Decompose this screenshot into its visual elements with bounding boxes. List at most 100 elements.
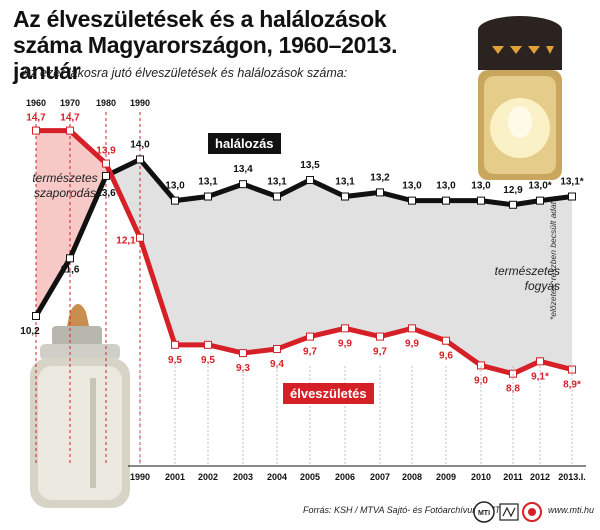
x-tick-label-2006: 2006 — [335, 472, 355, 482]
x-tick-label-2011: 2011 — [503, 472, 523, 482]
x-tick-label-2001: 2001 — [165, 472, 185, 482]
births-value-label-2006: 9,9 — [338, 338, 352, 349]
births-value-label-2002: 9,5 — [201, 355, 215, 366]
x-tick-label-2012: 2012 — [530, 472, 550, 482]
births-value-label-2005: 9,7 — [303, 347, 317, 358]
births-point-2005 — [306, 332, 314, 341]
x-tick-label-1990: 1990 — [130, 472, 150, 482]
deaths-value-label-2013.I.: 13,1* — [560, 177, 583, 188]
births-point-1960 — [32, 126, 40, 135]
natural-increase-label: természetes szaporodás — [32, 171, 98, 200]
natural-decrease-label: természetes fogyás — [494, 264, 560, 293]
births-value-label-1970: 14,7 — [60, 113, 80, 124]
births-point-1970 — [66, 126, 74, 135]
deaths-series-label: halálozás — [208, 133, 281, 154]
births-value-label-2012: 9,1* — [531, 371, 549, 382]
x-tick-label-2009: 2009 — [436, 472, 456, 482]
logo-group: MTI — [473, 501, 542, 523]
deaths-value-label-2005: 13,5 — [300, 160, 320, 171]
x-tick-label-2005: 2005 — [300, 472, 320, 482]
x-tick-label-2013.I.: 2013.I. — [558, 472, 586, 482]
births-point-2008 — [408, 324, 416, 333]
deaths-point-1990 — [136, 155, 144, 164]
deaths-value-label-2001: 13,0 — [165, 181, 185, 192]
deaths-value-label-1970: 11,6 — [61, 264, 80, 275]
births-value-label-2007: 9,7 — [373, 347, 387, 358]
baby-bottle-illustration — [30, 304, 130, 508]
source-credit: Forrás: KSH / MTVA Sajtó- és Fotóarchívu… — [303, 505, 503, 515]
births-point-2007 — [376, 332, 384, 341]
deaths-point-2009 — [442, 196, 450, 205]
deaths-point-2011 — [509, 200, 517, 209]
deaths-value-label-2007: 13,2 — [370, 172, 390, 183]
deaths-value-label-1960: 10,2 — [20, 326, 40, 337]
deaths-point-2005 — [306, 176, 314, 185]
deaths-point-2003 — [239, 180, 247, 189]
births-point-2012 — [536, 357, 544, 366]
births-point-2010 — [477, 361, 485, 370]
natural-decrease-area — [110, 159, 573, 374]
hiradonline-logo — [522, 502, 542, 522]
chart-title: Az élveszületések és a halálozások száma… — [13, 6, 398, 84]
births-point-2006 — [341, 324, 349, 333]
deaths-point-2002 — [204, 192, 212, 201]
top-axis-label-1980: 1980 — [96, 98, 116, 108]
deaths-point-1980 — [102, 171, 110, 180]
deaths-value-label-2010: 13,0 — [471, 181, 491, 192]
births-point-1990 — [136, 233, 144, 242]
deaths-point-2004 — [273, 192, 281, 201]
footnote-estimate: *előzetes, részben becsült adat — [548, 201, 558, 320]
mtva-logo — [499, 503, 519, 521]
deaths-value-label-2012: 13,0* — [528, 181, 551, 192]
deaths-value-label-2002: 13,1 — [198, 177, 218, 188]
chart-subtitle: Az ezer lakosra jutó élveszületések és h… — [22, 66, 348, 80]
births-value-label-1990: 12,1 — [116, 236, 136, 247]
births-value-label-2011: 8,8 — [506, 384, 520, 395]
deaths-point-2013.I. — [568, 192, 576, 201]
x-tick-label-2004: 2004 — [267, 472, 287, 482]
deaths-value-label-2011: 12,9 — [503, 185, 523, 196]
births-value-label-2010: 9,0 — [474, 375, 488, 386]
top-axis-label-1990: 1990 — [130, 98, 150, 108]
deaths-value-label-2008: 13,0 — [402, 181, 422, 192]
births-point-2003 — [239, 349, 247, 358]
top-axis-label-1960: 1960 — [26, 98, 46, 108]
x-tick-label-2003: 2003 — [233, 472, 253, 482]
mti-logo: MTI — [473, 501, 495, 523]
website-credit: www.mti.hu — [548, 505, 595, 515]
deaths-point-2006 — [341, 192, 349, 201]
births-point-2002 — [204, 340, 212, 349]
births-point-2009 — [442, 336, 450, 345]
x-tick-label-2002: 2002 — [198, 472, 218, 482]
deaths-point-1960 — [32, 312, 40, 320]
births-value-label-2004: 9,4 — [270, 359, 284, 370]
top-axis-label-1970: 1970 — [60, 98, 80, 108]
x-tick-label-2010: 2010 — [471, 472, 491, 482]
deaths-point-2010 — [477, 196, 485, 205]
births-series-label: élveszületés — [283, 383, 374, 404]
deaths-value-label-2003: 13,4 — [233, 164, 253, 175]
x-tick-label-2007: 2007 — [370, 472, 390, 482]
natural-increase-area — [36, 130, 111, 316]
deaths-value-label-2004: 13,1 — [267, 177, 287, 188]
deaths-point-1970 — [66, 254, 74, 263]
deaths-value-label-1980: 13,6 — [96, 188, 116, 199]
deaths-point-2012 — [536, 196, 544, 205]
deaths-value-label-2006: 13,1 — [335, 177, 355, 188]
births-value-label-2001: 9,5 — [168, 355, 182, 366]
births-value-label-1960: 14,7 — [26, 113, 46, 124]
births-point-2001 — [171, 340, 179, 349]
births-value-label-1980: 13,9 — [96, 146, 116, 157]
mti-logo-text: MTI — [478, 510, 490, 517]
deaths-point-2007 — [376, 188, 384, 197]
deaths-value-label-1990: 14,0 — [130, 139, 150, 150]
x-tick-label-2008: 2008 — [402, 472, 422, 482]
deaths-point-2008 — [408, 196, 416, 205]
births-point-1980 — [102, 159, 110, 168]
births-value-label-2008: 9,9 — [405, 338, 419, 349]
candle-lantern-illustration — [478, 16, 562, 180]
births-value-label-2009: 9,6 — [439, 351, 453, 362]
deaths-value-label-2009: 13,0 — [436, 181, 456, 192]
